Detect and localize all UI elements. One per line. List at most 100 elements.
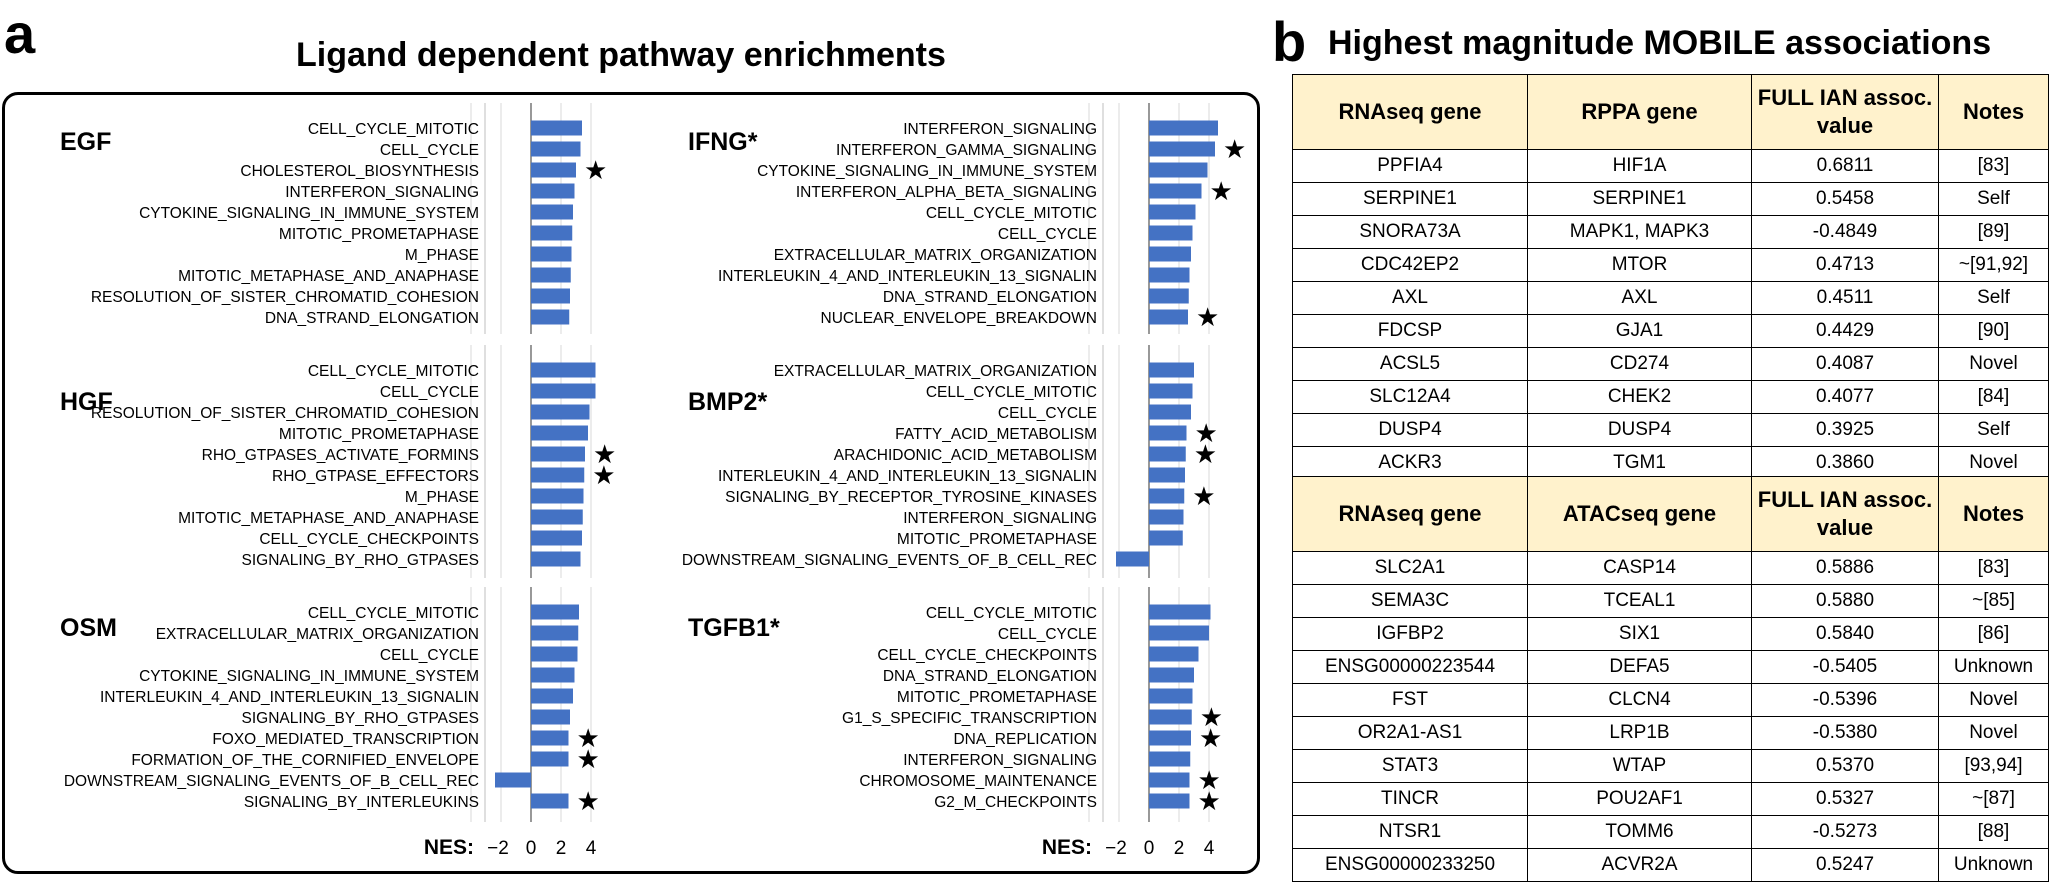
table-header-cell: Notes: [1938, 476, 2049, 552]
table-cell: CASP14: [1527, 551, 1752, 585]
pathway-label: CELL_CYCLE_MITOTIC: [926, 384, 1097, 401]
table-row: NTSR1 TOMM6 -0.5273 [88]: [1292, 815, 2049, 849]
pathway-label: SIGNALING_BY_RHO_GTPASES: [242, 552, 479, 569]
table-cell: 0.5458: [1751, 182, 1939, 216]
pathway-label: SIGNALING_BY_INTERLEUKINS: [244, 794, 479, 811]
x-tick-label: −2: [487, 838, 509, 859]
table-cell: 0.4077: [1751, 380, 1939, 414]
table-row: ACKR3 TGM1 0.3860 Novel: [1292, 446, 2049, 480]
enrichment-bar: [1149, 709, 1192, 725]
table-cell: ACVR2A: [1527, 848, 1752, 882]
table-header-cell: FULL IAN assoc. value: [1751, 476, 1939, 552]
table-row: TINCR POU2AF1 0.5327 ~[87]: [1292, 782, 2049, 816]
table-cell: SEMA3C: [1292, 584, 1528, 618]
enrichment-bar: [531, 362, 596, 378]
table-cell: IGFBP2: [1292, 617, 1528, 651]
enrichment-bar: [531, 688, 573, 704]
pathway-label: CELL_CYCLE_MITOTIC: [308, 605, 479, 622]
pathway-label: INTERFERON_SIGNALING: [285, 184, 479, 201]
enrichment-bar: [1149, 141, 1215, 157]
table-cell: SNORA73A: [1292, 215, 1528, 249]
x-tick-label: 2: [1174, 838, 1185, 859]
table-cell: SIX1: [1527, 617, 1752, 651]
pathway-label: FORMATION_OF_THE_CORNIFIED_ENVELOPE: [131, 752, 479, 769]
table-row: PPFIA4 HIF1A 0.6811 [83]: [1292, 149, 2049, 183]
significance-star: ★: [1198, 766, 1221, 796]
pathway-label: DNA_REPLICATION: [953, 731, 1097, 748]
table-row: ENSG00000233250 ACVR2A 0.5247 Unknown: [1292, 848, 2049, 882]
significance-star: ★: [577, 787, 600, 817]
significance-star: ★: [592, 461, 615, 491]
table-cell: HIF1A: [1527, 149, 1752, 183]
enrichment-bar: [531, 225, 573, 241]
enrichment-bar: [531, 709, 570, 725]
pathway-label: INTERFERON_SIGNALING: [903, 121, 1097, 138]
table-cell: SERPINE1: [1292, 182, 1528, 216]
x-tick-label: 0: [526, 838, 537, 859]
enrichment-bar: [1149, 183, 1202, 199]
significance-star: ★: [1192, 482, 1215, 512]
enrichment-bar: [531, 467, 585, 483]
enrichment-bar: [1149, 162, 1208, 178]
table-cell: TCEAL1: [1527, 584, 1752, 618]
significance-star: ★: [1196, 303, 1219, 333]
table-row: ACSL5 CD274 0.4087 Novel: [1292, 347, 2049, 381]
table-row: ENSG00000223544 DEFA5 -0.5405 Unknown: [1292, 650, 2049, 684]
enrichment-bar: [1149, 309, 1188, 325]
table-cell: AXL: [1292, 281, 1528, 315]
table-cell: DUSP4: [1292, 413, 1528, 447]
table-cell: TGM1: [1527, 446, 1752, 480]
pathway-label: INTERLEUKIN_4_AND_INTERLEUKIN_13_SIGNALI…: [718, 268, 1097, 285]
enrichment-bar: [1149, 204, 1196, 220]
x-tick-label: −2: [1105, 838, 1127, 859]
enrichment-bar: [1149, 793, 1190, 809]
enrichment-bar: [1149, 530, 1183, 546]
significance-star: ★: [1195, 419, 1218, 449]
pathway-label: DOWNSTREAM_SIGNALING_EVENTS_OF_B_CELL_RE…: [64, 773, 479, 790]
table-row: FDCSP GJA1 0.4429 [90]: [1292, 314, 2049, 348]
table-cell: [90]: [1938, 314, 2049, 348]
enrichment-bar: [1149, 446, 1186, 462]
table-cell: ~[85]: [1938, 584, 2049, 618]
pathway-label: G1_S_SPECIFIC_TRANSCRIPTION: [842, 710, 1097, 727]
pathway-label: INTERFERON_GAMMA_SIGNALING: [836, 142, 1097, 159]
table-header-row: RNAseq gene ATACseq gene FULL IAN assoc. v…: [1292, 476, 2049, 552]
enrichment-bar: [531, 446, 585, 462]
enrichment-bar: [531, 646, 578, 662]
table-cell: -0.5273: [1751, 815, 1939, 849]
table-cell: MAPK1, MAPK3: [1527, 215, 1752, 249]
pathway-label: RHO_GTPASES_ACTIVATE_FORMINS: [202, 447, 479, 464]
pathway-label: M_PHASE: [405, 247, 479, 264]
table-cell: [86]: [1938, 617, 2049, 651]
significance-star: ★: [577, 745, 600, 775]
enrichment-bar: [531, 141, 581, 157]
table-cell: LRP1B: [1527, 716, 1752, 750]
pathway-label: CELL_CYCLE_CHECKPOINTS: [259, 531, 479, 548]
enrichment-bar: [1149, 604, 1211, 620]
enrichment-bar: [1149, 267, 1190, 283]
table-cell: 0.5880: [1751, 584, 1939, 618]
table-cell: FDCSP: [1292, 314, 1528, 348]
table-cell: Novel: [1938, 716, 2049, 750]
pathway-label: CELL_CYCLE_CHECKPOINTS: [877, 647, 1097, 664]
table-cell: ACKR3: [1292, 446, 1528, 480]
table-header-cell: RNAseq gene: [1292, 74, 1528, 150]
pathway-label: FOXO_MEDIATED_TRANSCRIPTION: [212, 731, 479, 748]
enrichment-bar: [1149, 288, 1189, 304]
atacseq-association-table: RNAseq gene ATACseq gene FULL IAN assoc. v…: [1292, 476, 2049, 882]
table-cell: SERPINE1: [1527, 182, 1752, 216]
table-cell: Novel: [1938, 446, 2049, 480]
panel-a-title: Ligand dependent pathway enrichments: [296, 36, 946, 74]
table-cell: TOMM6: [1527, 815, 1752, 849]
x-tick-label: 4: [1204, 838, 1215, 859]
table-header-cell: FULL IAN assoc. value: [1751, 74, 1939, 150]
enrichment-bar: [531, 183, 575, 199]
x-tick-label: 2: [556, 838, 567, 859]
table-cell: CLCN4: [1527, 683, 1752, 717]
enrichment-bar: [1149, 383, 1193, 399]
nes-axis-label: NES:: [1042, 836, 1092, 859]
enrichment-bar: [531, 604, 579, 620]
chart-frame: [2, 92, 1260, 874]
enrichment-bar: [1149, 362, 1194, 378]
ligand-label: BMP2*: [688, 388, 767, 416]
